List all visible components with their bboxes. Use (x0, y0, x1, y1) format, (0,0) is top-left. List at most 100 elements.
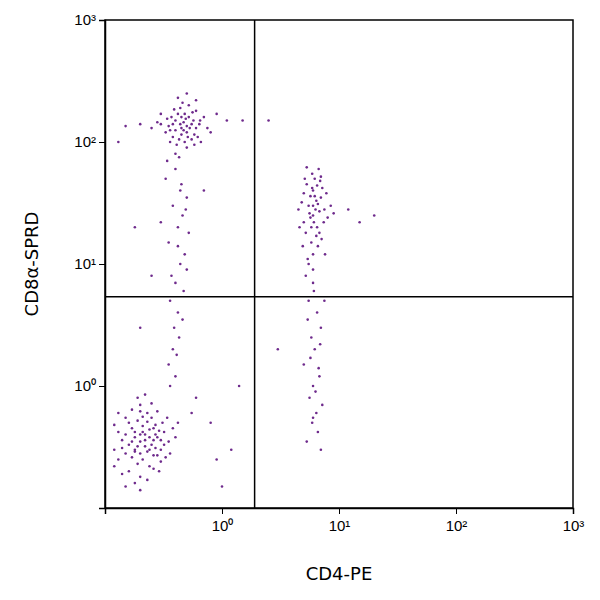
y-tick: 10¹ (74, 255, 105, 272)
points (113, 92, 376, 491)
x-tick: 10¹ (329, 508, 351, 534)
point (134, 482, 137, 485)
point (144, 433, 147, 436)
point (144, 439, 147, 442)
point (148, 436, 151, 439)
point (309, 195, 312, 198)
point (321, 187, 324, 190)
point (182, 121, 185, 124)
y-tick-mark (99, 142, 105, 143)
point (141, 431, 144, 434)
point (187, 232, 190, 235)
point (121, 473, 124, 476)
point (190, 138, 193, 141)
point (191, 111, 194, 114)
point (187, 104, 190, 107)
point (177, 113, 180, 116)
point (174, 282, 177, 285)
point (314, 390, 317, 393)
point (185, 131, 188, 134)
y-tick: 10² (74, 133, 105, 150)
point (117, 141, 120, 144)
point (167, 440, 170, 443)
point (152, 427, 155, 430)
point (179, 123, 182, 126)
point (215, 113, 218, 116)
point (148, 428, 151, 431)
point (163, 431, 166, 434)
point (160, 448, 163, 451)
point (185, 146, 188, 149)
point (148, 465, 151, 468)
point (310, 336, 313, 339)
x-tick-mark (339, 508, 340, 514)
point (308, 212, 311, 215)
point (321, 404, 324, 407)
point (183, 141, 186, 144)
point (322, 221, 325, 224)
point (301, 245, 304, 248)
point (192, 119, 195, 122)
point (124, 485, 127, 488)
point (309, 357, 312, 360)
point (320, 448, 323, 451)
point (167, 363, 170, 366)
point (160, 460, 163, 463)
point (121, 439, 124, 442)
point (156, 436, 159, 439)
point (134, 431, 137, 434)
y-tick-mark (99, 264, 105, 265)
quadrant-line-y (105, 296, 573, 298)
point (152, 439, 155, 442)
point (183, 253, 186, 256)
point (136, 463, 139, 466)
point (188, 127, 191, 130)
quadrant-lines (105, 20, 573, 508)
point (164, 177, 167, 180)
point (316, 311, 319, 314)
point (298, 226, 301, 229)
point (139, 404, 142, 407)
point (297, 208, 300, 211)
point (199, 119, 202, 122)
point (117, 412, 120, 415)
point (173, 326, 176, 329)
x-tick-label: 10³ (563, 517, 585, 534)
point (166, 117, 169, 120)
point (124, 452, 127, 455)
x-tick: 10² (446, 508, 468, 534)
point (150, 275, 153, 278)
point (305, 183, 308, 186)
point (313, 221, 316, 224)
point (325, 192, 328, 195)
x-tick: 10⁰ (212, 508, 234, 534)
point (317, 203, 320, 206)
point (314, 208, 317, 211)
point (117, 431, 120, 434)
point (230, 448, 233, 451)
point (141, 415, 144, 418)
point (124, 125, 127, 128)
point (172, 136, 175, 139)
point (358, 221, 361, 224)
plot: 10⁰10¹10²10³10⁰10¹10²10³ (74, 11, 584, 533)
point (174, 168, 177, 171)
point (313, 348, 316, 351)
point (320, 175, 323, 178)
point (131, 408, 134, 411)
point (169, 299, 172, 302)
point (136, 419, 139, 422)
point (139, 440, 142, 443)
point (267, 119, 270, 122)
y-axis-line (99, 21, 106, 509)
point (190, 412, 193, 415)
point (277, 348, 280, 351)
point (311, 421, 314, 424)
point (128, 470, 131, 473)
point (177, 97, 180, 100)
point (315, 412, 318, 415)
point (318, 210, 321, 213)
point (154, 447, 157, 450)
point (161, 421, 164, 424)
y-axis-title: CD8α-SPRD (21, 212, 42, 317)
